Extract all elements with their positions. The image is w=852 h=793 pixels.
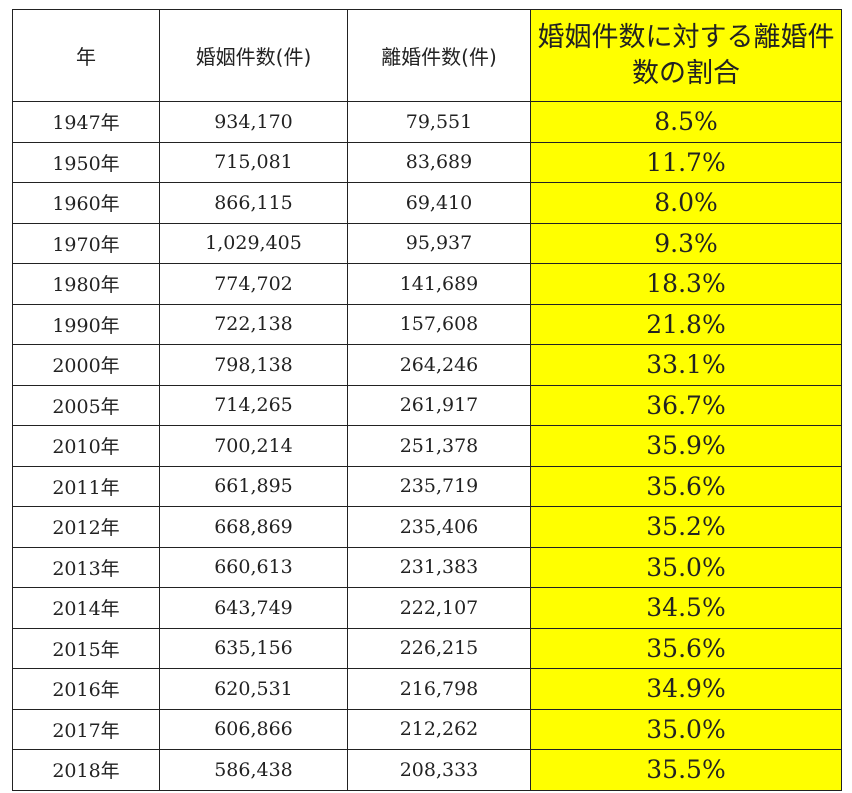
cell-marriages: 643,749 xyxy=(159,587,348,629)
table-row: 1980年 774,702 141,689 18.3% xyxy=(12,263,842,305)
cell-marriages: 700,214 xyxy=(159,425,348,467)
cell-divorces: 69,410 xyxy=(347,182,531,224)
cell-marriages: 934,170 xyxy=(159,101,348,143)
cell-divorces: 261,917 xyxy=(347,384,531,426)
cell-ratio: 35.6% xyxy=(530,627,842,669)
cell-ratio: 34.5% xyxy=(530,587,842,629)
cell-year: 2016年 xyxy=(12,668,160,710)
header-marriages: 婚姻件数(件) xyxy=(159,9,348,102)
cell-year: 2000年 xyxy=(12,344,160,386)
cell-marriages: 866,115 xyxy=(159,182,348,224)
cell-year: 1990年 xyxy=(12,303,160,345)
table-row: 2017年 606,866 212,262 35.0% xyxy=(12,708,842,750)
cell-marriages: 620,531 xyxy=(159,668,348,710)
table-row: 2011年 661,895 235,719 35.6% xyxy=(12,465,842,507)
cell-year: 1950年 xyxy=(12,141,160,183)
cell-divorces: 212,262 xyxy=(347,708,531,750)
cell-marriages: 660,613 xyxy=(159,546,348,588)
cell-ratio: 8.0% xyxy=(530,182,842,224)
cell-ratio: 11.7% xyxy=(530,141,842,183)
cell-marriages: 1,029,405 xyxy=(159,222,348,264)
table-row: 2013年 660,613 231,383 35.0% xyxy=(12,546,842,588)
cell-ratio: 33.1% xyxy=(530,344,842,386)
table-row: 2016年 620,531 216,798 34.9% xyxy=(12,668,842,710)
cell-year: 2010年 xyxy=(12,425,160,467)
marriage-divorce-table: 年 婚姻件数(件) 離婚件数(件) 婚姻件数に対する離婚件数の割合 1947年 9… xyxy=(12,9,842,791)
table-row: 1947年 934,170 79,551 8.5% xyxy=(12,101,842,143)
cell-ratio: 9.3% xyxy=(530,222,842,264)
cell-ratio: 18.3% xyxy=(530,263,842,305)
table-row: 1960年 866,115 69,410 8.0% xyxy=(12,182,842,224)
cell-divorces: 222,107 xyxy=(347,587,531,629)
cell-year: 1980年 xyxy=(12,263,160,305)
cell-ratio: 35.9% xyxy=(530,425,842,467)
cell-ratio: 21.8% xyxy=(530,303,842,345)
cell-ratio: 35.0% xyxy=(530,708,842,750)
cell-year: 1970年 xyxy=(12,222,160,264)
cell-ratio: 35.0% xyxy=(530,546,842,588)
cell-year: 2018年 xyxy=(12,749,160,791)
table-row: 2005年 714,265 261,917 36.7% xyxy=(12,384,842,426)
cell-ratio: 35.6% xyxy=(530,465,842,507)
header-year: 年 xyxy=(12,9,160,102)
cell-divorces: 235,719 xyxy=(347,465,531,507)
table-row: 1950年 715,081 83,689 11.7% xyxy=(12,141,842,183)
cell-year: 2013年 xyxy=(12,546,160,588)
cell-year: 2012年 xyxy=(12,506,160,548)
cell-divorces: 83,689 xyxy=(347,141,531,183)
table-row: 2018年 586,438 208,333 35.5% xyxy=(12,749,842,791)
header-ratio: 婚姻件数に対する離婚件数の割合 xyxy=(530,9,842,102)
header-divorces: 離婚件数(件) xyxy=(347,9,531,102)
cell-year: 2017年 xyxy=(12,708,160,750)
cell-divorces: 95,937 xyxy=(347,222,531,264)
cell-ratio: 34.9% xyxy=(530,668,842,710)
table-row: 2015年 635,156 226,215 35.6% xyxy=(12,627,842,669)
table-row: 2010年 700,214 251,378 35.9% xyxy=(12,425,842,467)
cell-divorces: 264,246 xyxy=(347,344,531,386)
cell-divorces: 208,333 xyxy=(347,749,531,791)
cell-year: 2014年 xyxy=(12,587,160,629)
cell-marriages: 798,138 xyxy=(159,344,348,386)
cell-ratio: 8.5% xyxy=(530,101,842,143)
cell-divorces: 226,215 xyxy=(347,627,531,669)
cell-marriages: 774,702 xyxy=(159,263,348,305)
cell-divorces: 235,406 xyxy=(347,506,531,548)
cell-divorces: 251,378 xyxy=(347,425,531,467)
cell-year: 2015年 xyxy=(12,627,160,669)
cell-marriages: 714,265 xyxy=(159,384,348,426)
cell-ratio: 36.7% xyxy=(530,384,842,426)
cell-marriages: 606,866 xyxy=(159,708,348,750)
table-row: 1970年 1,029,405 95,937 9.3% xyxy=(12,222,842,264)
cell-year: 2011年 xyxy=(12,465,160,507)
cell-marriages: 586,438 xyxy=(159,749,348,791)
cell-marriages: 668,869 xyxy=(159,506,348,548)
cell-year: 1960年 xyxy=(12,182,160,224)
cell-ratio: 35.5% xyxy=(530,749,842,791)
table-row: 2014年 643,749 222,107 34.5% xyxy=(12,587,842,629)
cell-ratio: 35.2% xyxy=(530,506,842,548)
cell-marriages: 722,138 xyxy=(159,303,348,345)
cell-divorces: 79,551 xyxy=(347,101,531,143)
cell-marriages: 635,156 xyxy=(159,627,348,669)
table-header: 年 婚姻件数(件) 離婚件数(件) 婚姻件数に対する離婚件数の割合 xyxy=(12,9,842,102)
cell-marriages: 661,895 xyxy=(159,465,348,507)
table-row: 2000年 798,138 264,246 33.1% xyxy=(12,344,842,386)
cell-divorces: 157,608 xyxy=(347,303,531,345)
table-body: 1947年 934,170 79,551 8.5% 1950年 715,081 83,689… xyxy=(12,101,842,791)
header-row: 年 婚姻件数(件) 離婚件数(件) 婚姻件数に対する離婚件数の割合 xyxy=(12,9,842,102)
cell-marriages: 715,081 xyxy=(159,141,348,183)
cell-divorces: 231,383 xyxy=(347,546,531,588)
table-row: 1990年 722,138 157,608 21.8% xyxy=(12,303,842,345)
cell-divorces: 216,798 xyxy=(347,668,531,710)
cell-divorces: 141,689 xyxy=(347,263,531,305)
cell-year: 2005年 xyxy=(12,384,160,426)
cell-year: 1947年 xyxy=(12,101,160,143)
table-row: 2012年 668,869 235,406 35.2% xyxy=(12,506,842,548)
